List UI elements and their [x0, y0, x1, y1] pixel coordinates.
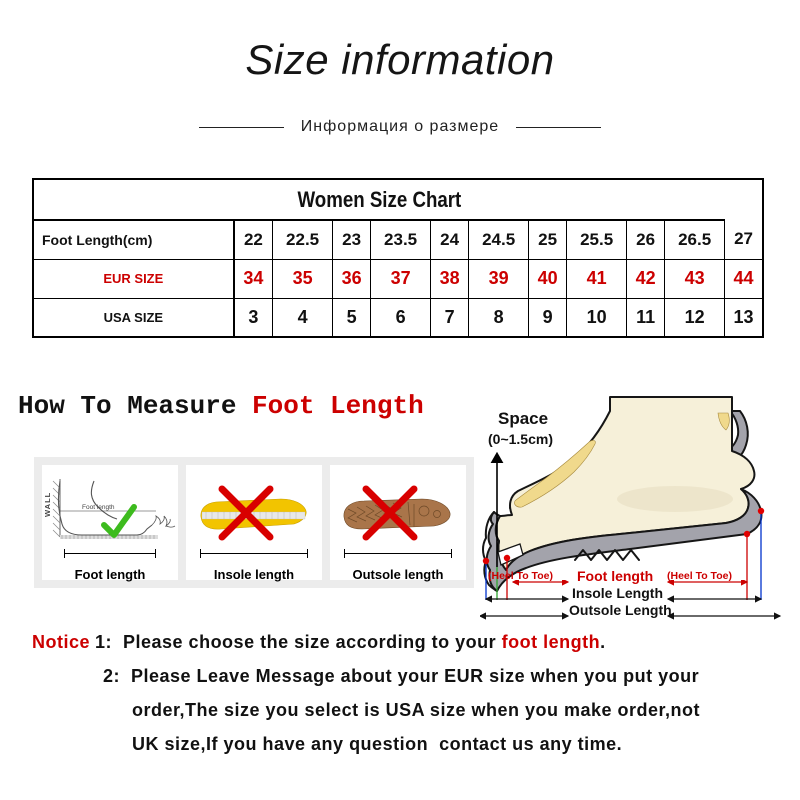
svg-text:Foot length: Foot length [82, 504, 115, 511]
svg-text:WALL: WALL [43, 492, 52, 517]
